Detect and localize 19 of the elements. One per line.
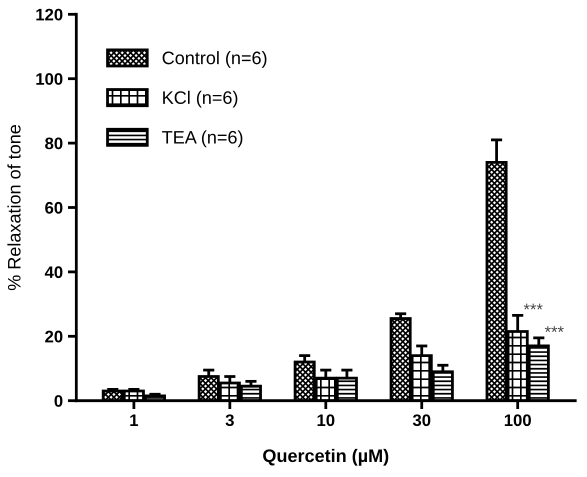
x-tick-label: 1 xyxy=(130,414,138,426)
x-tick-label: 3 xyxy=(226,414,234,426)
x-tick-label: 10 xyxy=(318,414,334,426)
legend-label: TEA (n=6) xyxy=(162,130,242,148)
y-axis-title: % Relaxation of tone xyxy=(7,124,21,290)
legend-label: KCl (n=6) xyxy=(163,90,238,108)
y-tick-label: 120 xyxy=(36,8,62,21)
annotation: *** xyxy=(524,304,543,310)
x-axis-title: Quercetin (µM) xyxy=(263,448,388,466)
x-tick-label: 100 xyxy=(504,414,531,426)
y-tick-label: 60 xyxy=(45,202,62,214)
legend-label: Control (n=6) xyxy=(162,51,266,68)
y-tick-label: 100 xyxy=(36,73,62,85)
y-tick-label: 40 xyxy=(44,266,62,278)
annotation: *** xyxy=(544,326,564,332)
x-tick-label: 30 xyxy=(412,414,430,426)
y-tick-label: 20 xyxy=(45,330,62,342)
y-tick-label: 0 xyxy=(54,395,62,407)
y-tick-label: 80 xyxy=(45,138,62,150)
